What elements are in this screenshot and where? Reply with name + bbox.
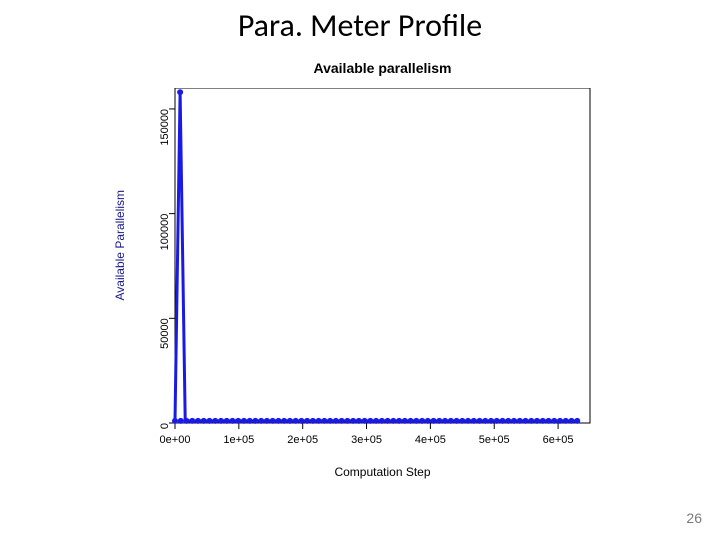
parallelism-chart: 0 50000 100000 150000 0e+00 1e+05 2e+05 3e+05 4e… <box>125 88 620 483</box>
chart-title: Available parallelism <box>175 60 590 76</box>
svg-text:0e+00: 0e+00 <box>160 434 191 446</box>
svg-text:50000: 50000 <box>159 318 171 349</box>
svg-text:5e+05: 5e+05 <box>479 434 510 446</box>
svg-text:100000: 100000 <box>159 214 171 251</box>
svg-text:150000: 150000 <box>159 109 171 146</box>
svg-text:6e+05: 6e+05 <box>543 434 574 446</box>
page-number: 26 <box>686 510 702 526</box>
slide-title: Para. Meter Profile <box>0 6 720 45</box>
svg-text:0: 0 <box>159 423 171 429</box>
svg-text:2e+05: 2e+05 <box>287 434 318 446</box>
svg-text:1e+05: 1e+05 <box>223 434 254 446</box>
svg-text:3e+05: 3e+05 <box>351 434 382 446</box>
svg-text:4e+05: 4e+05 <box>415 434 446 446</box>
